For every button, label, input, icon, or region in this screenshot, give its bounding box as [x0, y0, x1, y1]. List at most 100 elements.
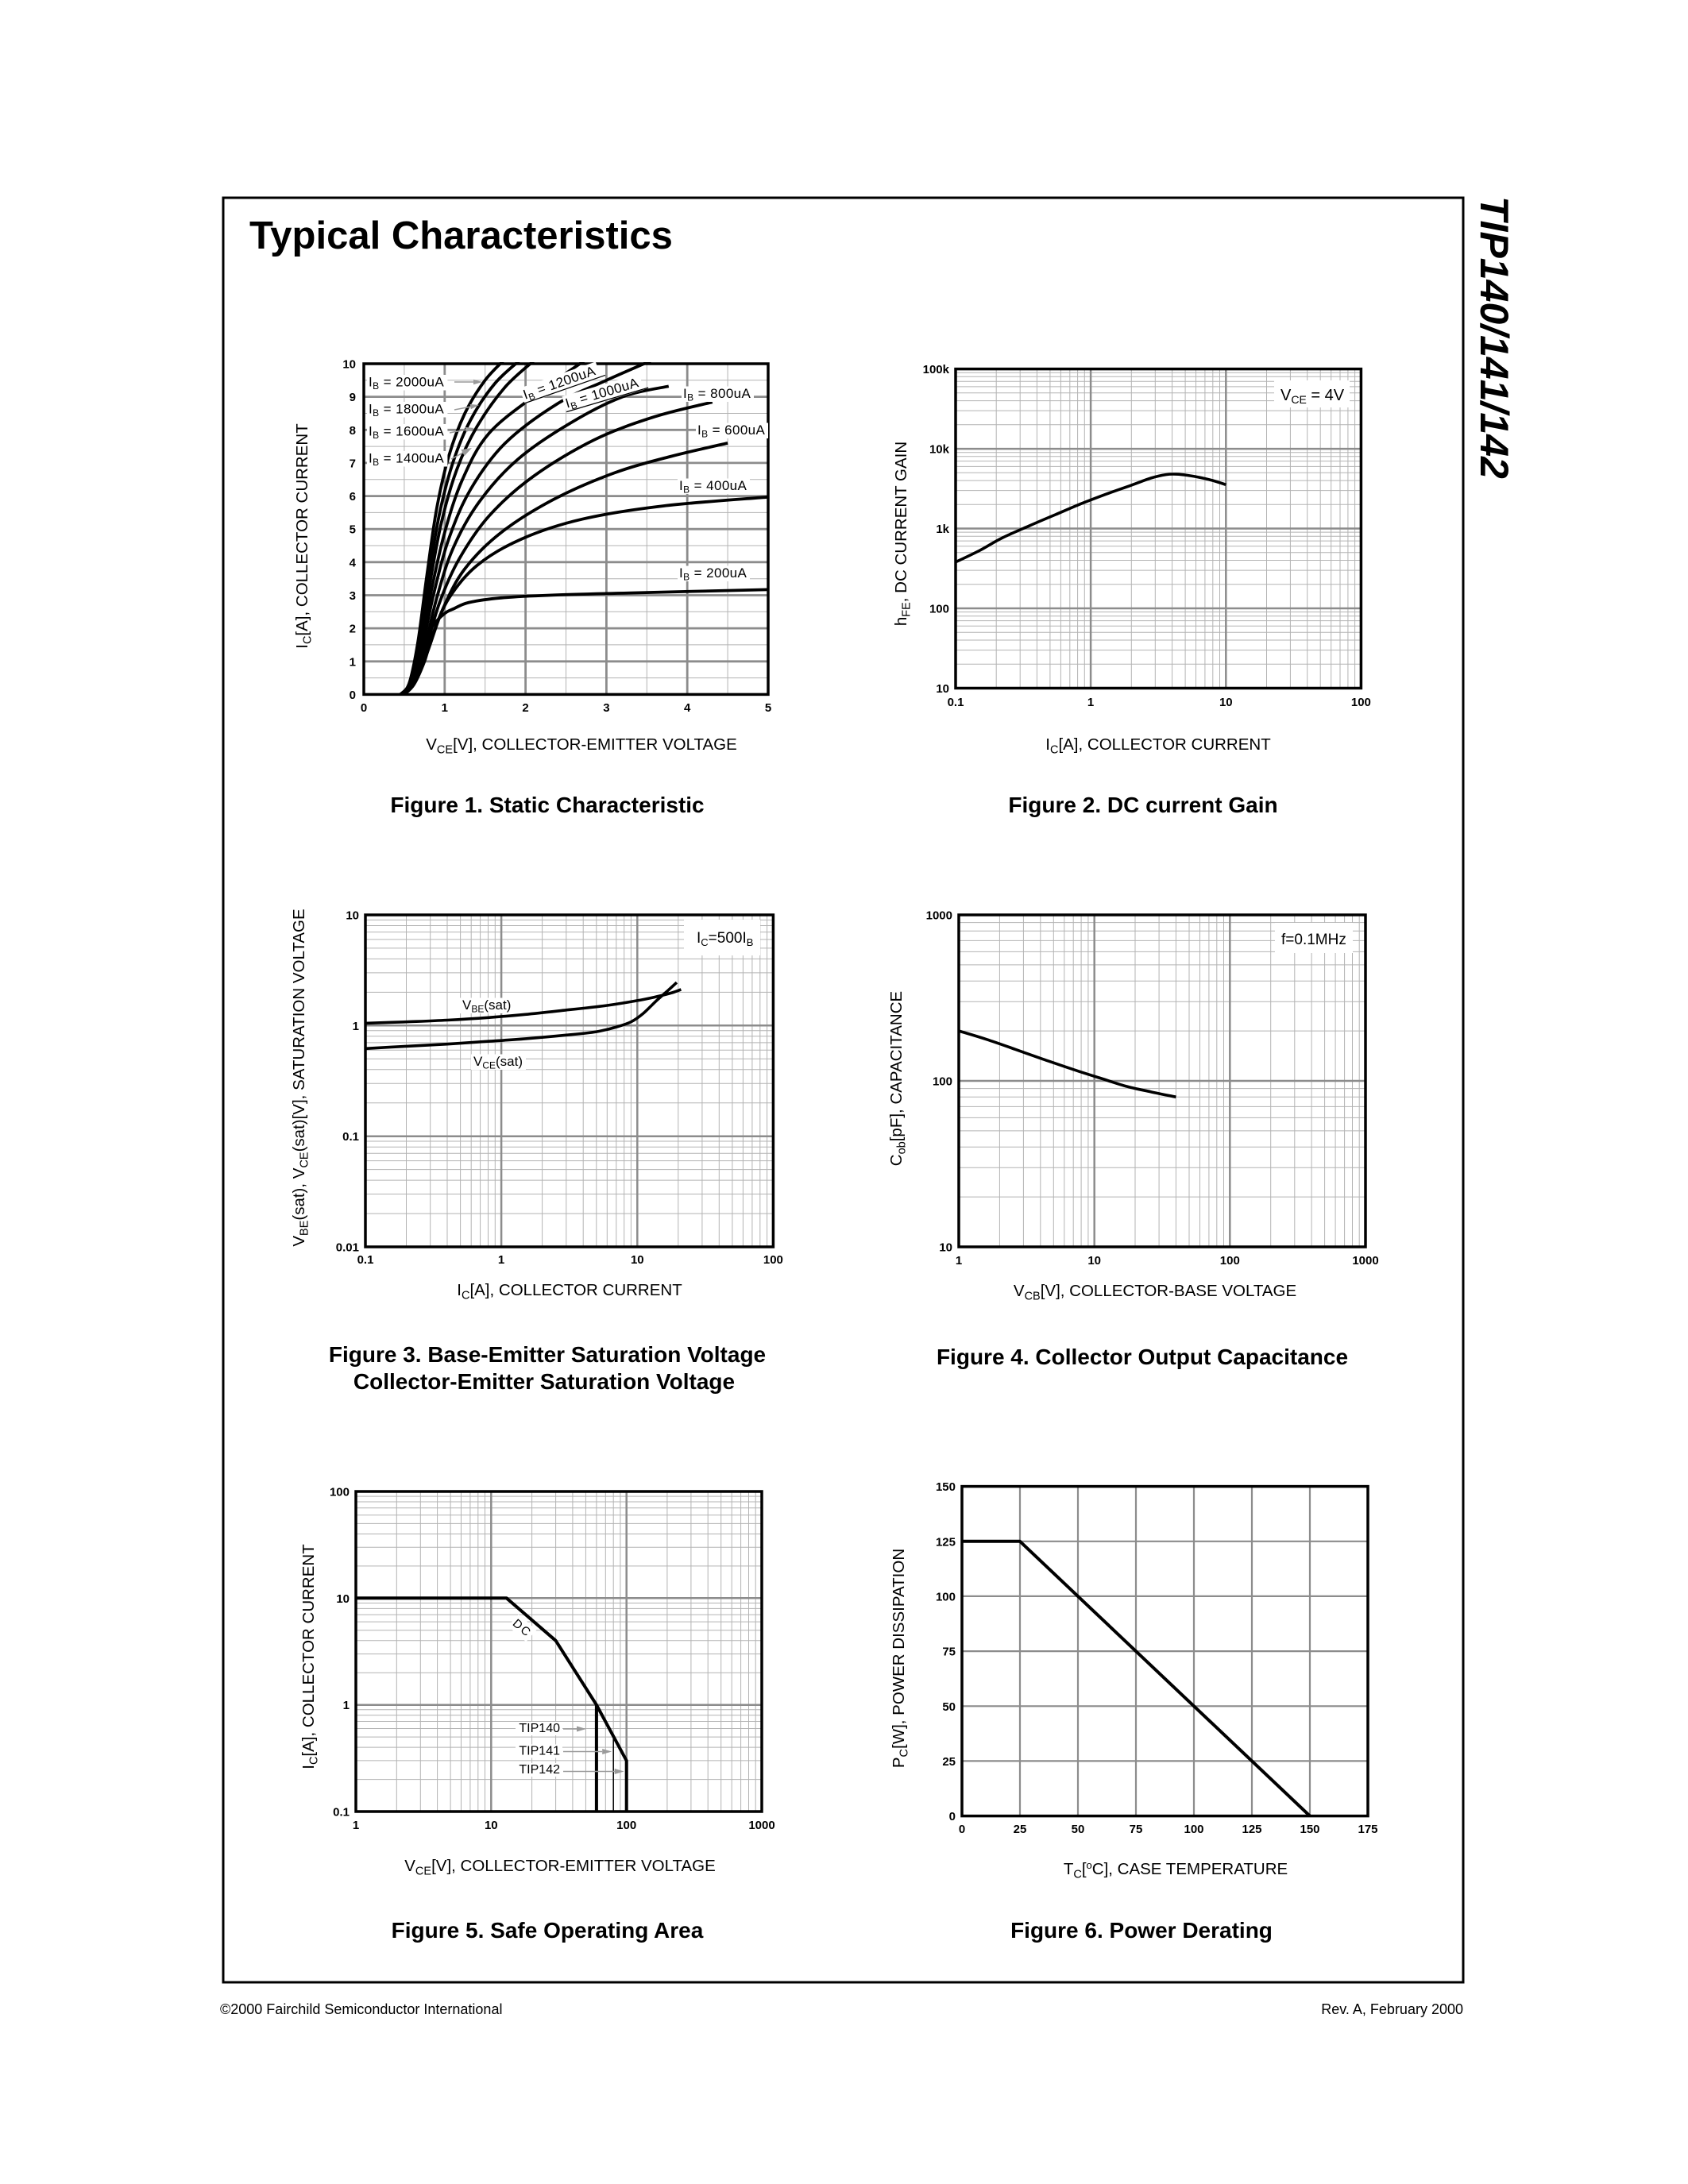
svg-text:10: 10 [939, 1241, 952, 1255]
svg-text:75: 75 [942, 1646, 956, 1659]
svg-text:150: 150 [936, 1480, 956, 1494]
svg-text:f=0.1MHz: f=0.1MHz [1281, 932, 1346, 948]
svg-text:75: 75 [1130, 1823, 1143, 1836]
svg-text:1: 1 [353, 1020, 359, 1033]
svg-text:2: 2 [522, 701, 528, 715]
svg-text:0.1: 0.1 [357, 1253, 374, 1267]
svg-text:4: 4 [350, 556, 357, 569]
svg-text:0.01: 0.01 [336, 1241, 359, 1255]
svg-text:VCE[V], COLLECTOR-EMITTER VOLT: VCE[V], COLLECTOR-EMITTER VOLTAGE [426, 735, 737, 757]
svg-text:Rev. A, February 2000: Rev. A, February 2000 [1321, 2001, 1463, 2017]
svg-text:3: 3 [350, 589, 356, 603]
svg-text:1: 1 [956, 1254, 962, 1268]
svg-text:100: 100 [1184, 1823, 1203, 1836]
svg-text:Typical Characteristics: Typical Characteristics [249, 214, 673, 257]
svg-text:©2000 Fairchild Semiconductor: ©2000 Fairchild Semiconductor Internatio… [220, 2001, 502, 2017]
svg-text:2: 2 [350, 623, 356, 636]
svg-text:VCB[V], COLLECTOR-BASE VOLTAGE: VCB[V], COLLECTOR-BASE VOLTAGE [1014, 1282, 1296, 1303]
svg-text:10: 10 [336, 1592, 350, 1606]
svg-text:9: 9 [350, 391, 356, 404]
svg-text:VCE[V], COLLECTOR-EMITTER VOLT: VCE[V], COLLECTOR-EMITTER VOLTAGE [404, 1857, 716, 1878]
svg-text:100: 100 [936, 1590, 956, 1603]
svg-text:IB = 200uA: IB = 200uA [679, 565, 747, 583]
svg-text:125: 125 [936, 1535, 956, 1549]
svg-text:TIP140/141/142: TIP140/141/142 [1472, 196, 1516, 479]
svg-text:TIP142: TIP142 [519, 1763, 560, 1777]
svg-text:100: 100 [929, 603, 949, 616]
svg-text:IB = 1800uA: IB = 1800uA [369, 402, 444, 419]
svg-text:1: 1 [350, 655, 356, 669]
svg-text:7: 7 [350, 457, 356, 470]
svg-text:1000: 1000 [926, 909, 952, 923]
svg-text:25: 25 [1014, 1823, 1027, 1836]
svg-text:1k: 1k [936, 523, 949, 536]
svg-text:10: 10 [346, 909, 359, 923]
svg-text:IB = 1400uA: IB = 1400uA [369, 451, 444, 469]
svg-text:Cob[pF], CAPACITANCE: Cob[pF], CAPACITANCE [887, 991, 909, 1166]
svg-text:10: 10 [1087, 1254, 1101, 1268]
svg-text:TIP140: TIP140 [519, 1722, 560, 1735]
svg-text:VCE = 4V: VCE = 4V [1280, 387, 1345, 406]
svg-text:100: 100 [1220, 1254, 1240, 1268]
svg-text:Collector-Emitter Saturation V: Collector-Emitter Saturation Voltage [353, 1369, 735, 1394]
svg-text:100k: 100k [923, 363, 950, 376]
svg-text:PC[W], POWER DISSIPATION: PC[W], POWER DISSIPATION [890, 1549, 911, 1768]
svg-text:VBE(sat), VCE(sat)[V], SATURAT: VBE(sat), VCE(sat)[V], SATURATION VOLTAG… [290, 909, 311, 1246]
svg-text:Figure 3. Base-Emitter Saturat: Figure 3. Base-Emitter Saturation Voltag… [329, 1342, 766, 1367]
svg-text:IC[A], COLLECTOR CURRENT: IC[A], COLLECTOR CURRENT [299, 1544, 321, 1769]
svg-text:3: 3 [603, 701, 609, 715]
svg-text:5: 5 [350, 523, 356, 537]
svg-text:25: 25 [942, 1755, 956, 1769]
svg-text:10: 10 [485, 1819, 498, 1832]
svg-text:10: 10 [342, 358, 356, 372]
svg-text:0.1: 0.1 [948, 696, 964, 709]
svg-text:IC=500IB: IC=500IB [697, 930, 753, 948]
svg-text:Figure 5. Safe Operating Area: Figure 5. Safe Operating Area [392, 1918, 704, 1943]
svg-text:Figure 1. Static Characteristi: Figure 1. Static Characteristic [390, 793, 704, 817]
svg-text:1: 1 [498, 1253, 504, 1267]
svg-text:100: 100 [933, 1075, 952, 1089]
svg-text:10: 10 [936, 682, 949, 696]
svg-text:0: 0 [350, 689, 356, 702]
svg-text:100: 100 [763, 1253, 783, 1267]
svg-text:1000: 1000 [1352, 1254, 1378, 1268]
svg-text:10: 10 [631, 1253, 644, 1267]
svg-text:1: 1 [1087, 696, 1094, 709]
svg-text:0.1: 0.1 [333, 1806, 350, 1819]
svg-text:1: 1 [353, 1819, 359, 1832]
svg-text:0: 0 [949, 1810, 956, 1823]
svg-text:50: 50 [1072, 1823, 1085, 1836]
svg-text:hFE, DC CURRENT GAIN: hFE, DC CURRENT GAIN [892, 442, 914, 626]
svg-text:8: 8 [350, 424, 356, 438]
svg-text:Figure 6. Power Derating: Figure 6. Power Derating [1010, 1918, 1273, 1943]
svg-text:IB = 400uA: IB = 400uA [679, 478, 747, 496]
svg-text:50: 50 [942, 1700, 956, 1714]
svg-text:125: 125 [1242, 1823, 1261, 1836]
svg-text:1000: 1000 [748, 1819, 774, 1832]
svg-text:TIP141: TIP141 [519, 1745, 560, 1758]
svg-text:150: 150 [1300, 1823, 1319, 1836]
svg-text:100: 100 [330, 1486, 350, 1499]
svg-text:IB = 2000uA: IB = 2000uA [369, 375, 444, 392]
svg-text:IB = 600uA: IB = 600uA [697, 423, 766, 440]
svg-text:1: 1 [343, 1699, 350, 1712]
svg-text:6: 6 [350, 490, 356, 504]
svg-text:0.1: 0.1 [342, 1130, 359, 1144]
svg-text:10k: 10k [929, 443, 950, 457]
svg-text:100: 100 [1351, 696, 1371, 709]
svg-text:1: 1 [442, 701, 448, 715]
svg-text:VCE(sat): VCE(sat) [473, 1054, 523, 1071]
svg-text:IC[A], COLLECTOR CURRENT: IC[A], COLLECTOR CURRENT [1045, 735, 1271, 757]
svg-text:5: 5 [765, 701, 771, 715]
svg-text:IB = 800uA: IB = 800uA [683, 386, 751, 403]
svg-text:IB = 1600uA: IB = 1600uA [369, 424, 444, 442]
svg-text:VBE(sat): VBE(sat) [462, 997, 511, 1015]
svg-text:10: 10 [1219, 696, 1233, 709]
svg-text:4: 4 [684, 701, 691, 715]
svg-text:IC[A], COLLECTOR CURRENT: IC[A], COLLECTOR CURRENT [457, 1281, 682, 1302]
svg-text:Figure 2. DC current Gain: Figure 2. DC current Gain [1008, 793, 1277, 817]
svg-text:IC[A], COLLECTOR CURRENT: IC[A], COLLECTOR CURRENT [293, 423, 315, 649]
svg-text:100: 100 [616, 1819, 636, 1832]
svg-text:0: 0 [959, 1823, 965, 1836]
svg-text:175: 175 [1358, 1823, 1377, 1836]
